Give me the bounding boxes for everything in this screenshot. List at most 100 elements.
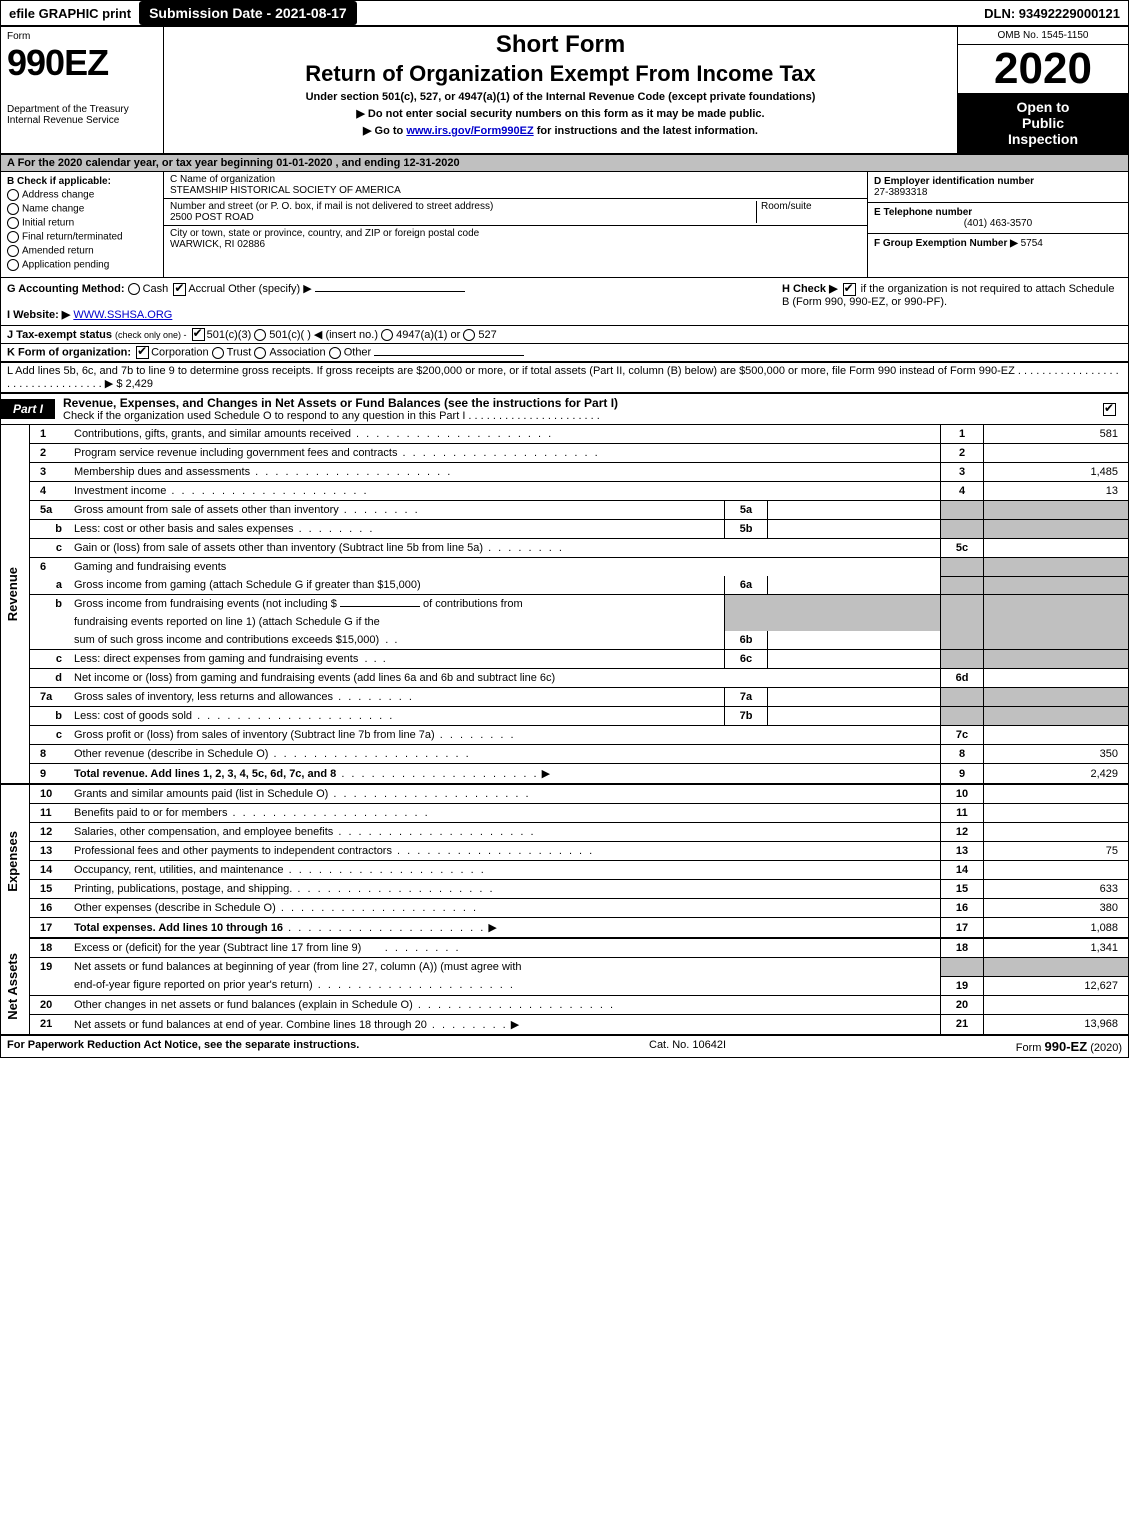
header-left: Form 990EZ Department of the Treasury In… bbox=[1, 27, 164, 153]
part-1-header: Part I Revenue, Expenses, and Changes in… bbox=[1, 392, 1128, 425]
header-right: OMB No. 1545-1150 2020 Open to Public In… bbox=[957, 27, 1128, 153]
net-assets-side-label: Net Assets bbox=[5, 953, 20, 1020]
phone-label: E Telephone number bbox=[874, 207, 972, 218]
accounting-method-label: G Accounting Method: bbox=[7, 283, 125, 295]
chk-4947[interactable] bbox=[381, 329, 393, 341]
efile-label[interactable]: efile GRAPHIC print bbox=[1, 2, 139, 25]
chk-corporation[interactable] bbox=[136, 346, 149, 359]
chk-address-change[interactable]: Address change bbox=[7, 189, 157, 201]
line-2: 2 Program service revenue including gove… bbox=[1, 444, 1128, 463]
k-label: K Form of organization: bbox=[7, 347, 131, 359]
other-specify: Other (specify) ▶ bbox=[228, 283, 312, 295]
column-de: D Employer identification number 27-3893… bbox=[868, 172, 1128, 277]
line-11: 11 Benefits paid to or for members 11 bbox=[1, 804, 1128, 823]
j-label: J Tax-exempt status bbox=[7, 329, 112, 341]
city-label: City or town, state or province, country… bbox=[170, 228, 861, 239]
inspection: Inspection bbox=[962, 131, 1124, 147]
goto-pre: ▶ Go to bbox=[363, 125, 406, 137]
group-exemption-label: F Group Exemption Number ▶ bbox=[874, 238, 1018, 249]
part-1-checkbox[interactable] bbox=[1101, 403, 1128, 416]
tax-year: 2020 bbox=[958, 45, 1128, 93]
catalog-number: Cat. No. 10642I bbox=[649, 1039, 726, 1054]
page-footer: For Paperwork Reduction Act Notice, see … bbox=[1, 1036, 1128, 1057]
irs-link[interactable]: www.irs.gov/Form990EZ bbox=[406, 125, 533, 137]
phone-value: (401) 463-3570 bbox=[874, 218, 1122, 229]
line-18: Net Assets 18 Excess or (deficit) for th… bbox=[1, 938, 1128, 958]
j-sub: (check only one) - bbox=[115, 330, 187, 340]
line-6c: c Less: direct expenses from gaming and … bbox=[1, 650, 1128, 669]
line-12: 12 Salaries, other compensation, and emp… bbox=[1, 823, 1128, 842]
city-cell: City or town, state or province, country… bbox=[164, 226, 867, 252]
city-value: WARWICK, RI 02886 bbox=[170, 239, 861, 250]
chk-501c3[interactable] bbox=[192, 328, 205, 341]
chk-association[interactable] bbox=[254, 347, 266, 359]
open-to: Open to bbox=[962, 99, 1124, 115]
form-container: efile GRAPHIC print Submission Date - 20… bbox=[0, 0, 1129, 1058]
col-b-title: B Check if applicable: bbox=[7, 176, 111, 187]
line-17: 17 Total expenses. Add lines 10 through … bbox=[1, 918, 1128, 939]
line-5c: c Gain or (loss) from sale of assets oth… bbox=[1, 539, 1128, 558]
other-specify-input[interactable] bbox=[315, 291, 465, 292]
chk-trust[interactable] bbox=[212, 347, 224, 359]
website-link[interactable]: WWW.SSHSA.ORG bbox=[73, 309, 172, 321]
l-value: 2,429 bbox=[126, 378, 154, 390]
fundraising-amount-input[interactable] bbox=[340, 606, 420, 607]
org-name-label: C Name of organization bbox=[170, 174, 861, 185]
chk-other-org[interactable] bbox=[329, 347, 341, 359]
line-6b-1: b Gross income from fundraising events (… bbox=[1, 595, 1128, 614]
line-7c: c Gross profit or (loss) from sales of i… bbox=[1, 726, 1128, 745]
line-15: 15 Printing, publications, postage, and … bbox=[1, 880, 1128, 899]
line-6a: a Gross income from gaming (attach Sched… bbox=[1, 576, 1128, 595]
top-bar: efile GRAPHIC print Submission Date - 20… bbox=[1, 1, 1128, 27]
chk-501c[interactable] bbox=[254, 329, 266, 341]
form-label: Form bbox=[7, 31, 157, 42]
line-7b: b Less: cost of goods sold 7b bbox=[1, 707, 1128, 726]
street-value: 2500 POST ROAD bbox=[170, 212, 756, 223]
chk-cash[interactable] bbox=[128, 283, 140, 295]
goto-post: for instructions and the latest informat… bbox=[534, 125, 758, 137]
chk-accrual[interactable] bbox=[173, 283, 186, 296]
expenses-side-label: Expenses bbox=[5, 831, 20, 892]
chk-final-return[interactable]: Final return/terminated bbox=[7, 231, 157, 243]
line-19a: 19 Net assets or fund balances at beginn… bbox=[1, 958, 1128, 977]
other-org-input[interactable] bbox=[374, 355, 524, 356]
line-4: 4 Investment income 4 13 bbox=[1, 482, 1128, 501]
public-inspection-badge: Open to Public Inspection bbox=[958, 93, 1128, 153]
insert-no: ◀ (insert no.) bbox=[314, 329, 378, 341]
part-1-check-text: Check if the organization used Schedule … bbox=[63, 410, 1093, 422]
line-19b: end-of-year figure reported on prior yea… bbox=[1, 976, 1128, 995]
line-5b: b Less: cost or other basis and sales ex… bbox=[1, 520, 1128, 539]
street-label: Number and street (or P. O. box, if mail… bbox=[170, 201, 756, 212]
subtitle-ssn-warning: ▶ Do not enter social security numbers o… bbox=[174, 107, 947, 120]
ein-value: 27-3893318 bbox=[874, 187, 927, 198]
org-name-cell: C Name of organization STEAMSHIP HISTORI… bbox=[164, 172, 867, 199]
line-7a: 7a Gross sales of inventory, less return… bbox=[1, 688, 1128, 707]
chk-initial-return[interactable]: Initial return bbox=[7, 217, 157, 229]
financial-table: Revenue 1 Contributions, gifts, grants, … bbox=[1, 425, 1128, 1036]
line-8: 8 Other revenue (describe in Schedule O)… bbox=[1, 745, 1128, 764]
chk-amended-return[interactable]: Amended return bbox=[7, 245, 157, 257]
chk-527[interactable] bbox=[463, 329, 475, 341]
line-1: Revenue 1 Contributions, gifts, grants, … bbox=[1, 425, 1128, 444]
org-name: STEAMSHIP HISTORICAL SOCIETY OF AMERICA bbox=[170, 185, 861, 196]
form-header: Form 990EZ Department of the Treasury In… bbox=[1, 27, 1128, 155]
line-10: Expenses 10 Grants and similar amounts p… bbox=[1, 784, 1128, 804]
l-text: L Add lines 5b, 6c, and 7b to line 9 to … bbox=[7, 365, 1119, 390]
line-3: 3 Membership dues and assessments 3 1,48… bbox=[1, 463, 1128, 482]
street-cell: Number and street (or P. O. box, if mail… bbox=[164, 199, 867, 226]
column-b-checkboxes: B Check if applicable: Address change Na… bbox=[1, 172, 164, 277]
return-title: Return of Organization Exempt From Incom… bbox=[174, 61, 947, 87]
entity-info-grid: B Check if applicable: Address change Na… bbox=[1, 172, 1128, 278]
line-6d: d Net income or (loss) from gaming and f… bbox=[1, 669, 1128, 688]
website-label: I Website: ▶ bbox=[7, 309, 70, 321]
revenue-side-label: Revenue bbox=[5, 567, 20, 621]
phone-cell: E Telephone number (401) 463-3570 bbox=[868, 203, 1128, 234]
subtitle-goto: ▶ Go to www.irs.gov/Form990EZ for instru… bbox=[174, 124, 947, 137]
line-6b-3: sum of such gross income and contributio… bbox=[1, 631, 1128, 650]
line-20: 20 Other changes in net assets or fund b… bbox=[1, 995, 1128, 1014]
line-9: 9 Total revenue. Add lines 1, 2, 3, 4, 5… bbox=[1, 764, 1128, 785]
group-exemption-cell: F Group Exemption Number ▶ 5754 bbox=[868, 234, 1128, 253]
chk-name-change[interactable]: Name change bbox=[7, 203, 157, 215]
chk-schedule-b-not-required[interactable] bbox=[843, 283, 856, 296]
chk-application-pending[interactable]: Application pending bbox=[7, 259, 157, 271]
